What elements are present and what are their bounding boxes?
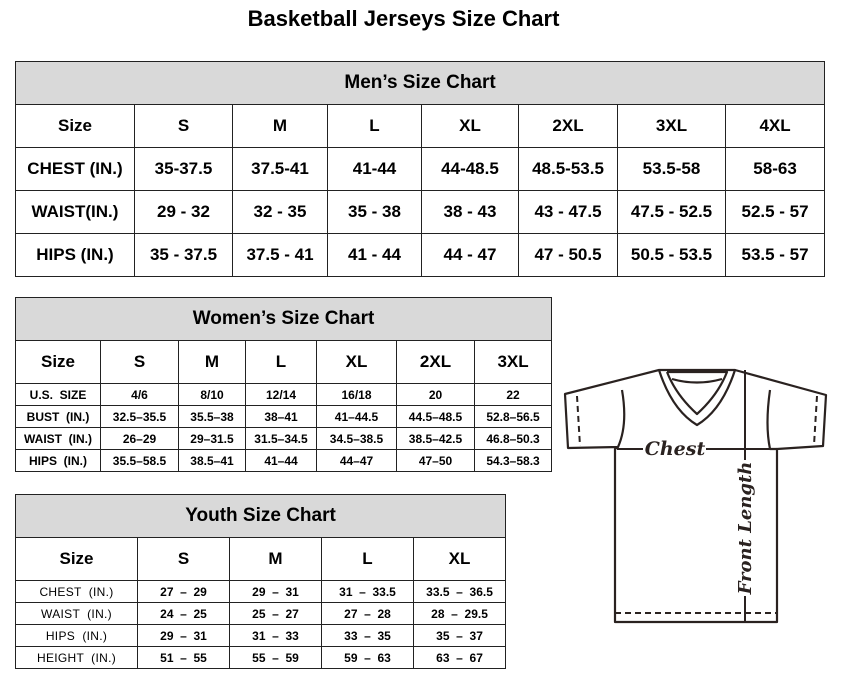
- table-cell: S: [134, 104, 233, 148]
- table-cell: XL: [316, 340, 397, 384]
- table-row: Size S M L XL 2XL 3XL 4XL: [15, 104, 826, 148]
- table-cell: 43 - 47.5: [518, 190, 618, 234]
- row-label: Size: [15, 537, 138, 581]
- table-cell: 53.5 - 57: [724, 233, 826, 277]
- table-cell: XL: [421, 104, 519, 148]
- table-row: HIPS (IN.) 35 - 37.5 37.5 - 41 41 - 44 44 - …: [15, 233, 826, 277]
- table-cell: 34.5–38.5: [316, 427, 397, 450]
- table-cell: 3XL: [473, 340, 553, 384]
- table-cell: 29 – 31: [229, 580, 322, 603]
- table-cell: 46.8–50.3: [473, 427, 553, 450]
- table-row: HEIGHT (IN.) 51 – 55 55 – 59 59 – 63 63 – 67: [15, 646, 507, 669]
- table-cell: 52.5 - 57: [724, 190, 826, 234]
- table-cell: 27 – 28: [321, 602, 414, 625]
- page-title: Basketball Jerseys Size Chart: [247, 6, 560, 31]
- table-cell: 29 - 32: [134, 190, 233, 234]
- table-cell: 41–44.5: [316, 405, 397, 428]
- table-cell: 31 – 33.5: [321, 580, 414, 603]
- table-cell: 47.5 - 52.5: [617, 190, 726, 234]
- table-row: U.S. SIZE 4/6 8/10 12/14 16/18 20 22: [15, 383, 553, 406]
- table-cell: 3XL: [617, 104, 726, 148]
- table-row: Size S M L XL: [15, 537, 507, 581]
- table-row: WAIST (IN.) 24 – 25 25 – 27 27 – 28 28 – 29.…: [15, 602, 507, 625]
- row-label: WAIST(IN.): [15, 190, 135, 234]
- table-row: HIPS (IN.) 35.5–58.5 38.5–41 41–44 44–47 47–5…: [15, 449, 553, 472]
- womens-size-table: Women’s Size Chart Size S M L XL 2XL 3XL U.S. S…: [14, 297, 553, 472]
- mens-size-table: Men’s Size Chart Size S M L XL 2XL 3XL 4XL CHEST…: [14, 61, 826, 277]
- table-cell: 38.5–41: [178, 449, 246, 472]
- table-cell: 44 - 47: [421, 233, 519, 277]
- table-cell: S: [100, 340, 179, 384]
- table-cell: 35.5–58.5: [100, 449, 179, 472]
- table-cell: 35-37.5: [134, 147, 233, 191]
- table-cell: 48.5-53.5: [518, 147, 618, 191]
- table-cell: 29 – 31: [137, 624, 230, 647]
- row-label: WAIST (IN.): [15, 427, 101, 450]
- table-row: CHEST (IN.) 27 – 29 29 – 31 31 – 33.5 33.5 –…: [15, 580, 507, 603]
- row-label: HIPS (IN.): [15, 449, 101, 472]
- row-label: HIPS (IN.): [15, 624, 138, 647]
- table-cell: 31.5–34.5: [245, 427, 317, 450]
- youth-size-table: Youth Size Chart Size S M L XL CHEST (IN.) 27 …: [14, 494, 507, 669]
- table-cell: 51 – 55: [137, 646, 230, 669]
- youth-table-heading: Youth Size Chart: [14, 494, 507, 538]
- table-cell: 37.5-41: [232, 147, 328, 191]
- row-label: BUST (IN.): [15, 405, 101, 428]
- table-cell: 47–50: [396, 449, 475, 472]
- table-cell: 44.5–48.5: [396, 405, 475, 428]
- row-label: U.S. SIZE: [15, 383, 101, 406]
- table-row: CHEST (IN.) 35-37.5 37.5-41 41-44 44-48.5 48.…: [15, 147, 826, 191]
- table-cell: 8/10: [178, 383, 246, 406]
- table-cell: 50.5 - 53.5: [617, 233, 726, 277]
- table-cell: 41-44: [327, 147, 422, 191]
- table-cell: 41 - 44: [327, 233, 422, 277]
- table-cell: 37.5 - 41: [232, 233, 328, 277]
- table-cell: 16/18: [316, 383, 397, 406]
- table-cell: S: [137, 537, 230, 581]
- table-cell: 4/6: [100, 383, 179, 406]
- table-row: WAIST (IN.) 26–29 29–31.5 31.5–34.5 34.5–38.…: [15, 427, 553, 450]
- table-cell: 53.5-58: [617, 147, 726, 191]
- front-length-label: Front Length: [735, 462, 756, 596]
- table-cell: 33 – 35: [321, 624, 414, 647]
- table-cell: 35 - 37.5: [134, 233, 233, 277]
- table-cell: L: [245, 340, 317, 384]
- row-label: HEIGHT (IN.): [15, 646, 138, 669]
- table-cell: 47 - 50.5: [518, 233, 618, 277]
- womens-table-heading: Women’s Size Chart: [14, 297, 553, 341]
- row-label: WAIST (IN.): [15, 602, 138, 625]
- table-cell: 41–44: [245, 449, 317, 472]
- table-cell: 35 - 38: [327, 190, 422, 234]
- row-label: CHEST (IN.): [15, 147, 135, 191]
- table-cell: 2XL: [518, 104, 618, 148]
- table-cell: 33.5 – 36.5: [412, 580, 507, 603]
- table-cell: 25 – 27: [229, 602, 322, 625]
- row-label: HIPS (IN.): [15, 233, 135, 277]
- table-cell: 38.5–42.5: [396, 427, 475, 450]
- table-cell: 58-63: [724, 147, 826, 191]
- table-cell: 32 - 35: [232, 190, 328, 234]
- table-row: HIPS (IN.) 29 – 31 31 – 33 33 – 35 35 – 37: [15, 624, 507, 647]
- chest-label: Chest: [645, 438, 706, 460]
- table-cell: 54.3–58.3: [473, 449, 553, 472]
- table-cell: L: [327, 104, 422, 148]
- mens-table-heading: Men’s Size Chart: [14, 61, 826, 105]
- table-cell: M: [232, 104, 328, 148]
- table-cell: 63 – 67: [412, 646, 507, 669]
- table-cell: XL: [412, 537, 507, 581]
